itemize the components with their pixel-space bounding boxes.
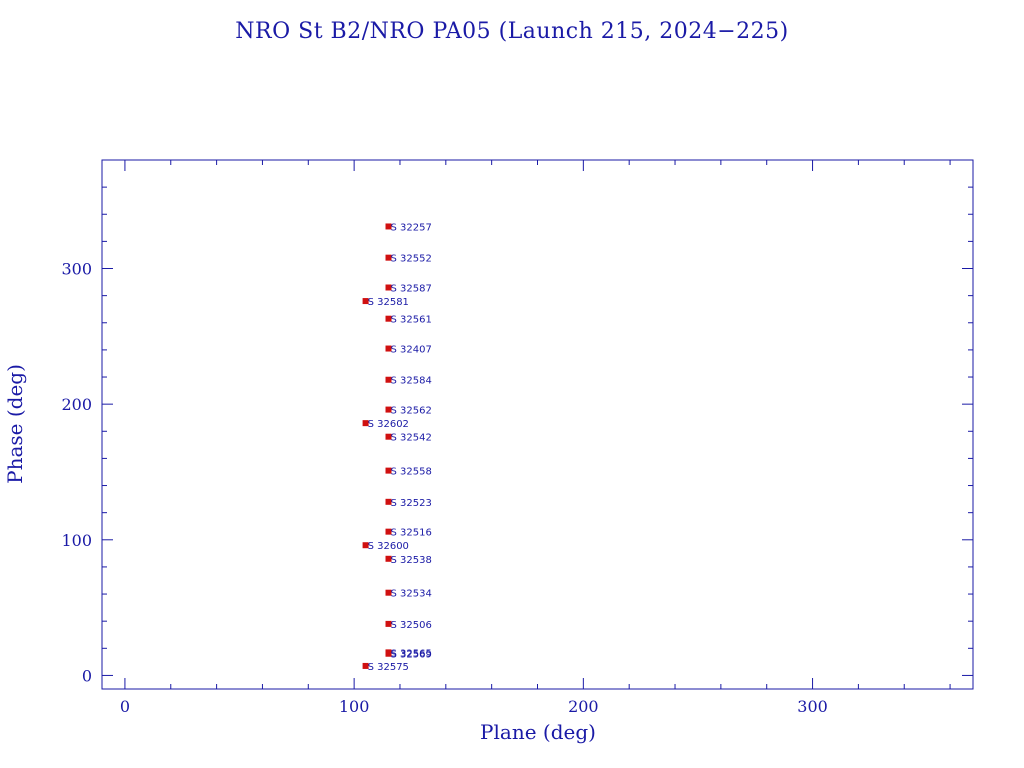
data-point-marker [362, 662, 369, 669]
data-point-marker [362, 298, 369, 305]
data-point-label: S 32538 [391, 555, 432, 566]
data-point-label: S 32523 [391, 498, 432, 509]
x-tick-label: 100 [339, 697, 370, 716]
y-tick-label: 200 [61, 395, 92, 414]
axis-ticks: 0 100 200 300 0 100 200 300 [61, 160, 973, 716]
data-point-marker [385, 498, 392, 505]
data-point-marker [385, 555, 392, 562]
data-point-label: S 32561 [391, 315, 432, 326]
data-point-label: S 32575 [368, 662, 409, 673]
y-axis-label: Phase (deg) [3, 364, 27, 484]
data-point-marker [362, 542, 369, 549]
data-point-marker [362, 420, 369, 427]
data-point-marker [385, 223, 392, 230]
data-point-label: S 32569 [391, 650, 432, 661]
data-point-label: S 32552 [391, 254, 432, 265]
data-point-marker [385, 528, 392, 535]
data-point-marker [385, 254, 392, 261]
data-point-marker [385, 315, 392, 322]
x-tick-label: 300 [797, 697, 828, 716]
data-point-label: S 32534 [391, 589, 432, 600]
data-point-marker [385, 406, 392, 413]
data-point-marker [385, 284, 392, 291]
data-point-label: S 32565 [391, 648, 432, 659]
data-point-label: S 32581 [368, 297, 409, 308]
data-point-label: S 32516 [391, 528, 432, 539]
data-point-label: S 32257 [391, 222, 432, 233]
data-point-label: S 32600 [368, 541, 409, 552]
data-point-label: S 32584 [391, 376, 432, 387]
y-tick-label: 0 [82, 666, 92, 685]
plot-frame [101, 159, 974, 690]
y-tick-label: 100 [61, 531, 92, 550]
data-point-marker [385, 376, 392, 383]
data-point-label: S 32587 [391, 284, 432, 295]
data-point-label: S 32562 [391, 406, 432, 417]
data-point-marker [385, 650, 392, 657]
data-point-marker [385, 467, 392, 474]
data-point-label: S 32506 [391, 620, 432, 631]
data-point-label: S 32602 [368, 419, 409, 430]
chart-title: NRO St B2/NRO PA05 (Launch 215, 2024−225… [235, 19, 788, 44]
data-point-marker [385, 589, 392, 596]
data-point-marker [385, 620, 392, 627]
x-tick-label: 200 [568, 697, 599, 716]
data-points: S 32257 S 32552 S 32587 S 32581 S 32561 S 324… [362, 222, 432, 673]
x-tick-label: 0 [120, 697, 130, 716]
data-point-label: S 32407 [391, 345, 432, 356]
data-point-marker [385, 345, 392, 352]
y-tick-label: 300 [61, 260, 92, 279]
data-point-label: S 32558 [391, 467, 432, 478]
x-axis-label: Plane (deg) [480, 720, 596, 744]
data-point-label: S 32542 [391, 433, 432, 444]
data-point-marker [385, 433, 392, 440]
